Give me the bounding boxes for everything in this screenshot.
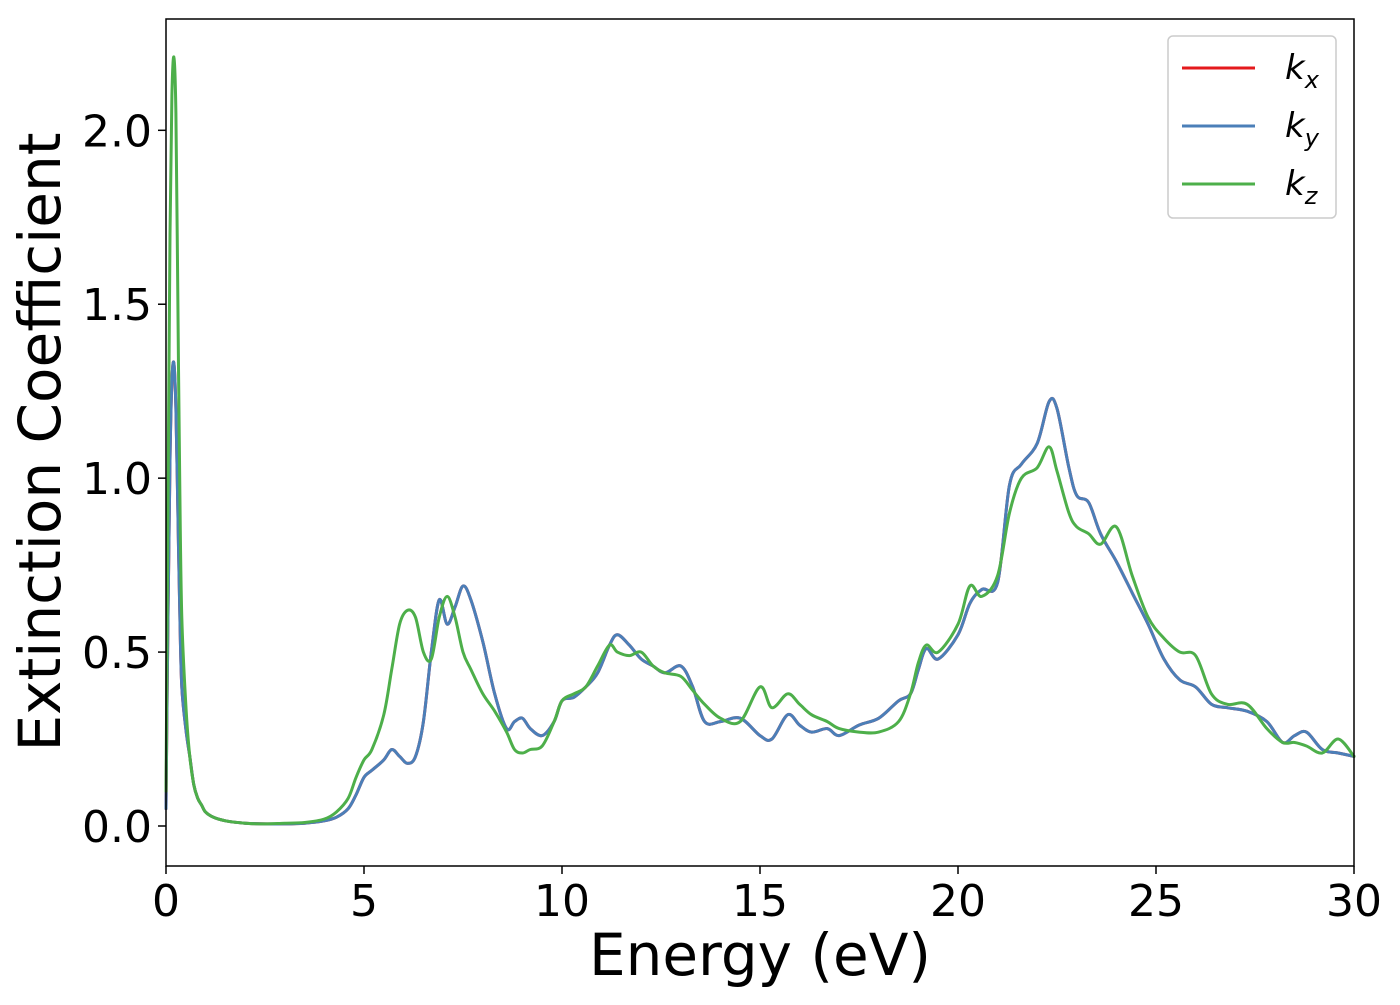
- x-tick-label: 10: [534, 876, 590, 927]
- x-tick-label: 20: [930, 876, 986, 927]
- y-tick-label: 2.0: [82, 106, 152, 157]
- y-axis-ticks: 0.0 0.5 1.0 1.5 2.0: [82, 106, 166, 853]
- x-tick-label: 30: [1326, 876, 1382, 927]
- x-tick-label: 0: [152, 876, 180, 927]
- series-layer: [164, 55, 1356, 826]
- x-tick-label: 15: [732, 876, 788, 927]
- x-tick-label: 5: [350, 876, 378, 927]
- y-tick-label: 1.0: [82, 454, 152, 505]
- series-line-z: [164, 55, 1356, 826]
- x-axis-ticks: 0 5 10 15 20 25 30: [152, 866, 1382, 927]
- y-tick-label: 1.5: [82, 280, 152, 331]
- y-tick-label: 0.5: [82, 628, 152, 679]
- x-axis-title: Energy (eV): [589, 921, 931, 989]
- x-tick-label: 25: [1128, 876, 1184, 927]
- y-tick-label: 0.0: [82, 802, 152, 853]
- legend-label-y: ky: [1285, 106, 1320, 152]
- legend-label-x: kx: [1285, 48, 1320, 94]
- y-axis-title: Extinction Coefficient: [6, 133, 74, 752]
